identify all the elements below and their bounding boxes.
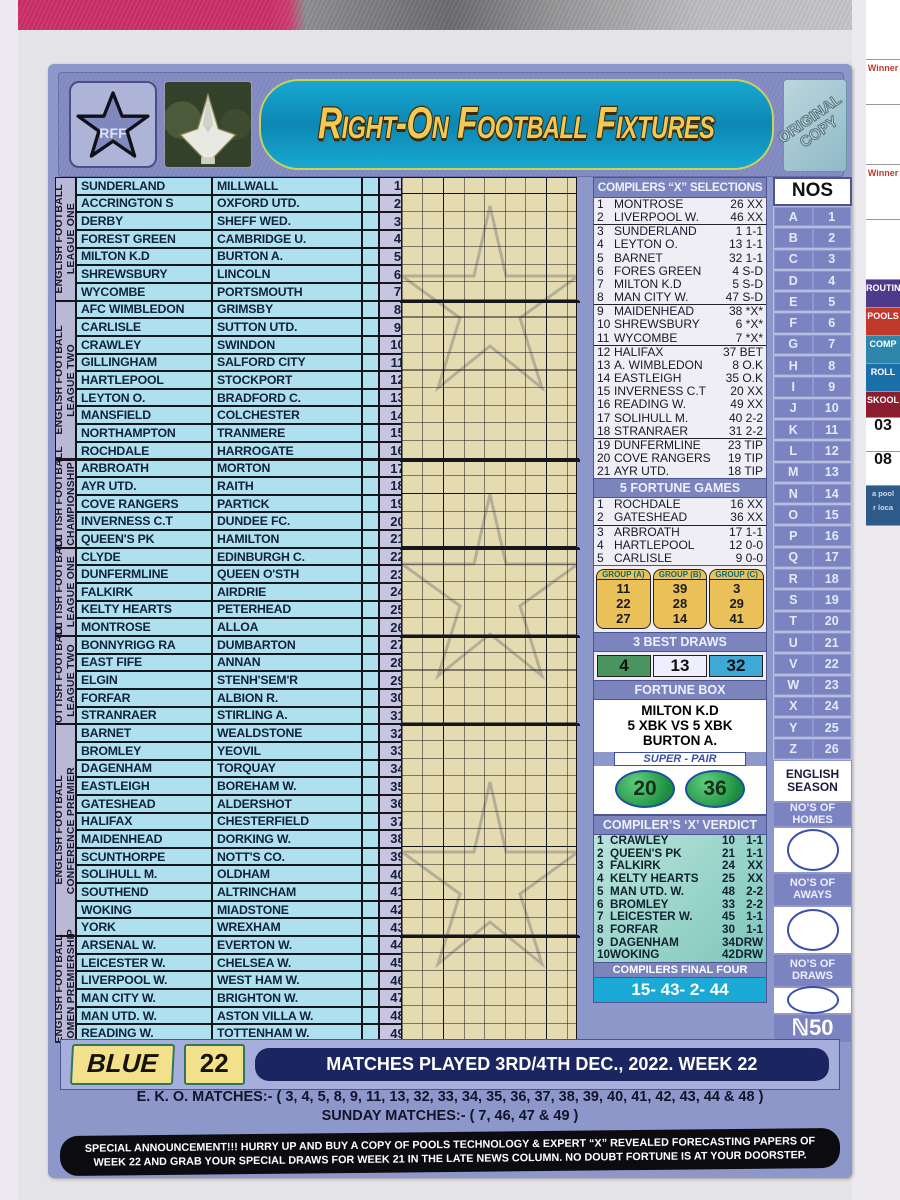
svg-text:RFF: RFF bbox=[99, 125, 127, 141]
